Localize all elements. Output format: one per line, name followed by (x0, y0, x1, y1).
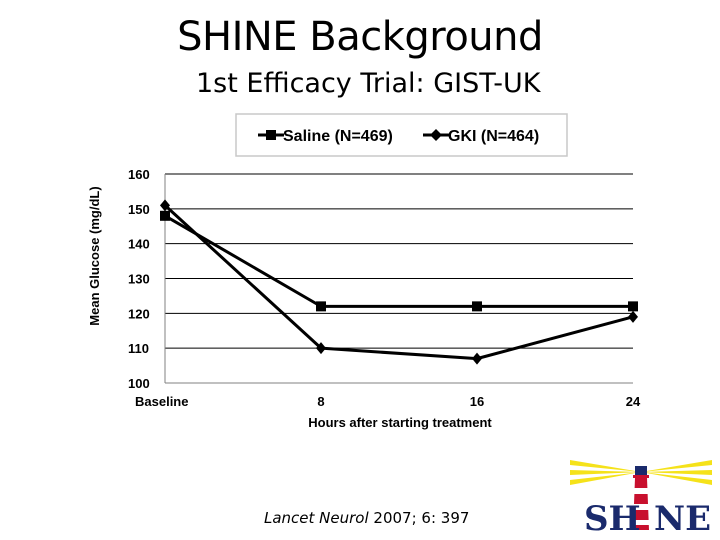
shine-logo: SH NE (570, 460, 712, 538)
citation-journal: Lancet Neurol (264, 509, 369, 527)
gki-point-1 (316, 342, 326, 355)
legend-box (235, 113, 568, 157)
x-tick-label-1: 8 (317, 394, 324, 409)
y-tick-label-100: 100 (128, 376, 150, 391)
y-tick-label-130: 130 (128, 272, 150, 287)
saline-point-1 (316, 301, 326, 312)
legend-label-0: Saline (N=469) (283, 128, 393, 145)
y-tick-label-150: 150 (128, 202, 150, 217)
gki-point-0 (160, 199, 170, 212)
gki-point-3 (628, 310, 638, 323)
y-tick-label-160: 160 (128, 167, 150, 182)
y-tick-label-120: 120 (128, 306, 150, 321)
logo-text-right: NE (654, 499, 711, 538)
saline-point-3 (628, 301, 638, 312)
citation: Lancet Neurol 2007; 6: 397 (264, 509, 469, 527)
x-tick-label-0: Baseline (135, 394, 188, 409)
series-line-0 (164, 214, 633, 308)
saline-point-2 (472, 301, 482, 312)
y-tick-label-110: 110 (128, 341, 149, 356)
y-tick-label-140: 140 (128, 237, 150, 252)
slide-subtitle: 1st Efficacy Trial: GIST-UK (196, 68, 541, 99)
series-line-1 (163, 204, 634, 361)
legend-marker-diamond (430, 129, 442, 141)
logo-rays (570, 460, 712, 485)
citation-reference: 2007; 6: 397 (368, 509, 470, 527)
y-axis-title: Mean Glucose (mg/dL) (87, 186, 102, 325)
legend-label-1: GKI (N=464) (448, 128, 539, 145)
lighthouse-icon (633, 466, 649, 530)
saline-point-0 (160, 210, 170, 221)
logo-text-left: SH (584, 499, 641, 538)
x-axis-title: Hours after starting treatment (308, 415, 492, 430)
slide-title: SHINE Background (177, 14, 543, 60)
x-tick-label-2: 16 (470, 394, 484, 409)
legend-marker-square (266, 130, 276, 140)
gki-point-2 (472, 352, 482, 365)
x-tick-label-3: 24 (626, 394, 641, 409)
